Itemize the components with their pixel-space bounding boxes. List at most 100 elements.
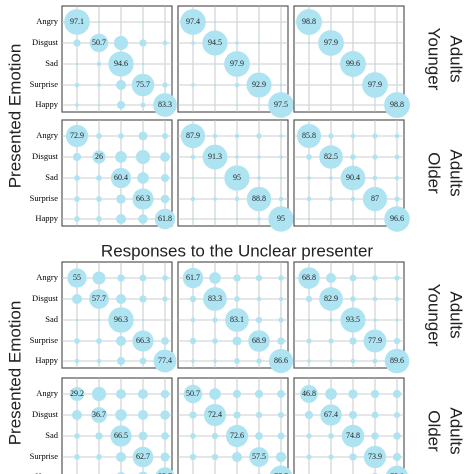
balloon: [298, 267, 320, 289]
balloon: [306, 433, 312, 439]
balloon: [96, 175, 102, 181]
balloon: [213, 176, 217, 180]
value-label: 77.7: [274, 472, 288, 474]
balloon: [351, 217, 355, 221]
balloon: [372, 296, 378, 302]
balloon: [319, 287, 343, 311]
value-label: 97.9: [368, 80, 382, 89]
value-label: 85.8: [302, 131, 316, 140]
balloon: [256, 133, 262, 139]
balloon: [268, 92, 294, 118]
balloon: [73, 39, 81, 47]
row-label: Angry: [36, 388, 58, 398]
value-label: 91.3: [208, 152, 222, 161]
value-label: 96.6: [390, 214, 404, 223]
value-label: 72.9: [70, 131, 84, 140]
balloon: [96, 338, 102, 344]
balloon: [113, 35, 129, 51]
row-label: Surprise: [30, 79, 59, 89]
balloon: [180, 123, 206, 149]
row-label: Surprise: [30, 451, 59, 461]
balloon: [371, 432, 379, 440]
balloon: [307, 176, 311, 180]
balloon: [308, 63, 310, 65]
balloon: [135, 149, 151, 165]
balloon: [352, 104, 354, 106]
balloon: [300, 385, 318, 403]
balloon: [394, 175, 400, 181]
balloon: [161, 432, 169, 440]
balloon: [234, 358, 240, 364]
row-label: Happy: [35, 213, 58, 223]
value-label: 98.8: [302, 17, 316, 26]
balloon: [97, 20, 101, 24]
balloon: [307, 217, 311, 221]
balloon: [306, 154, 312, 160]
balloon: [246, 186, 272, 212]
balloon: [110, 425, 132, 447]
balloon: [296, 9, 322, 35]
balloon: [307, 359, 311, 363]
balloon: [255, 274, 263, 282]
balloon: [278, 275, 284, 281]
balloon: [203, 287, 227, 311]
balloon: [191, 83, 195, 87]
balloon: [74, 216, 80, 222]
balloon: [268, 206, 294, 232]
y-axis-label: Presented Emotion: [5, 44, 24, 189]
balloon: [115, 79, 127, 91]
balloon: [155, 467, 175, 474]
value-label: 88.8: [252, 194, 266, 203]
value-label: 26: [95, 152, 103, 161]
balloon: [372, 175, 378, 181]
balloon: [96, 454, 102, 460]
balloon: [396, 63, 398, 65]
balloon: [396, 84, 398, 86]
balloon: [162, 82, 168, 88]
balloon: [279, 176, 283, 180]
value-label: 90.4: [346, 173, 360, 182]
balloon: [330, 84, 332, 86]
balloon: [138, 131, 148, 141]
balloon: [71, 409, 83, 421]
balloon: [329, 318, 333, 322]
row-label: Angry: [36, 16, 58, 26]
balloon: [225, 424, 249, 448]
row-label: Sad: [45, 58, 59, 68]
balloon: [384, 348, 410, 374]
balloon: [277, 432, 285, 440]
balloon: [209, 388, 221, 400]
balloon: [254, 389, 264, 399]
balloon: [374, 42, 376, 44]
balloon: [341, 424, 365, 448]
balloon: [139, 295, 147, 303]
balloon: [278, 196, 284, 202]
balloon: [255, 316, 263, 324]
value-label: 83.3: [158, 100, 172, 109]
balloon: [374, 104, 376, 106]
balloon: [160, 410, 170, 420]
balloon: [394, 296, 400, 302]
balloon: [67, 268, 87, 288]
balloon: [214, 104, 216, 106]
balloon: [277, 390, 285, 398]
section-title: Responses to the Unclear presenter: [101, 241, 373, 260]
balloon: [320, 404, 342, 426]
balloon: [212, 338, 218, 344]
balloon: [213, 197, 217, 201]
balloon: [330, 104, 332, 106]
balloon: [328, 133, 334, 139]
balloon: [92, 271, 106, 285]
balloon: [163, 318, 167, 322]
value-label: 67.4: [324, 410, 338, 419]
balloon: [92, 150, 106, 164]
balloon: [108, 51, 134, 77]
balloon: [154, 208, 176, 230]
balloon: [371, 411, 379, 419]
value-label: 75.9: [390, 472, 404, 474]
balloon: [277, 337, 285, 345]
value-label: 97.1: [70, 17, 84, 26]
value-label: 55.7: [158, 472, 172, 474]
balloon: [132, 446, 154, 468]
